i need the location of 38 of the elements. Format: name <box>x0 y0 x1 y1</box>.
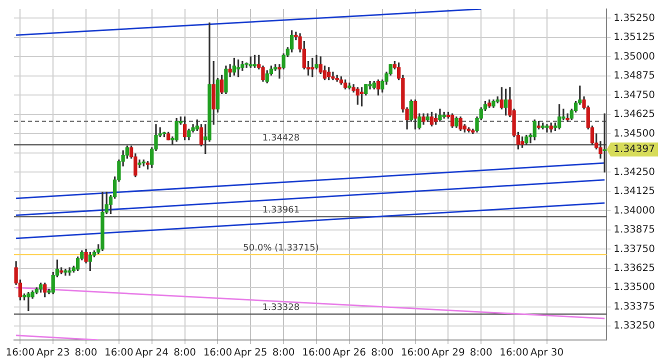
x-tick-label: Apr 25 <box>234 348 268 359</box>
y-tick-label: 1.34250 <box>614 166 656 178</box>
y-tick-label: 1.34875 <box>614 70 656 82</box>
y-tick-label: 1.33875 <box>614 224 656 236</box>
x-tick-label: 16:00 <box>6 348 35 359</box>
y-tick-label: 1.33375 <box>614 301 656 312</box>
x-tick-label: Apr 23 <box>36 348 70 359</box>
x-tick-label: 16:00 <box>104 348 134 359</box>
text: 1.34397 <box>614 144 656 156</box>
x-tick-label: Apr 29 <box>432 348 465 359</box>
y-tick-label: 1.34750 <box>614 90 656 101</box>
y-tick-label: 1.35125 <box>614 32 656 44</box>
x-tick-label: 16:00 <box>203 348 232 359</box>
x-tick-label: Apr 30 <box>530 348 564 359</box>
x-tick-label: 8:00 <box>74 348 98 359</box>
y-tick-label: 1.33500 <box>614 282 656 294</box>
x-tick-label: 16:00 <box>400 348 430 359</box>
ref-line-label: 1.34428 <box>262 134 300 144</box>
x-tick-label: Apr 26 <box>332 348 366 359</box>
y-tick-label: 1.33625 <box>614 263 656 274</box>
y-tick-label: 1.34500 <box>614 128 656 140</box>
x-tick-label: 8:00 <box>470 348 492 359</box>
y-tick-label: 1.34125 <box>614 186 656 198</box>
y-tick-label: 1.33250 <box>614 320 656 332</box>
y-tick-label: 1.35000 <box>614 51 656 62</box>
y-tick-label: 1.34000 <box>614 205 656 216</box>
ref-line-label: 1.33961 <box>262 206 300 216</box>
x-tick-label: 16:00 <box>500 348 528 359</box>
x-tick-label: Apr 24 <box>135 348 168 359</box>
y-tick-label: 1.35250 <box>614 12 656 24</box>
x-tick-label: 16:00 <box>302 348 331 359</box>
y-tick-label: 1.34625 <box>614 109 656 120</box>
x-tick-label: 8:00 <box>371 348 394 359</box>
ref-line-label: 50.0% (1.33715) <box>243 243 319 254</box>
y-tick-label: 1.33750 <box>614 244 656 255</box>
x-tick-label: 8:00 <box>174 348 196 359</box>
ref-line-label: 1.33328 <box>262 302 300 313</box>
x-tick-label: 8:00 <box>272 348 295 359</box>
